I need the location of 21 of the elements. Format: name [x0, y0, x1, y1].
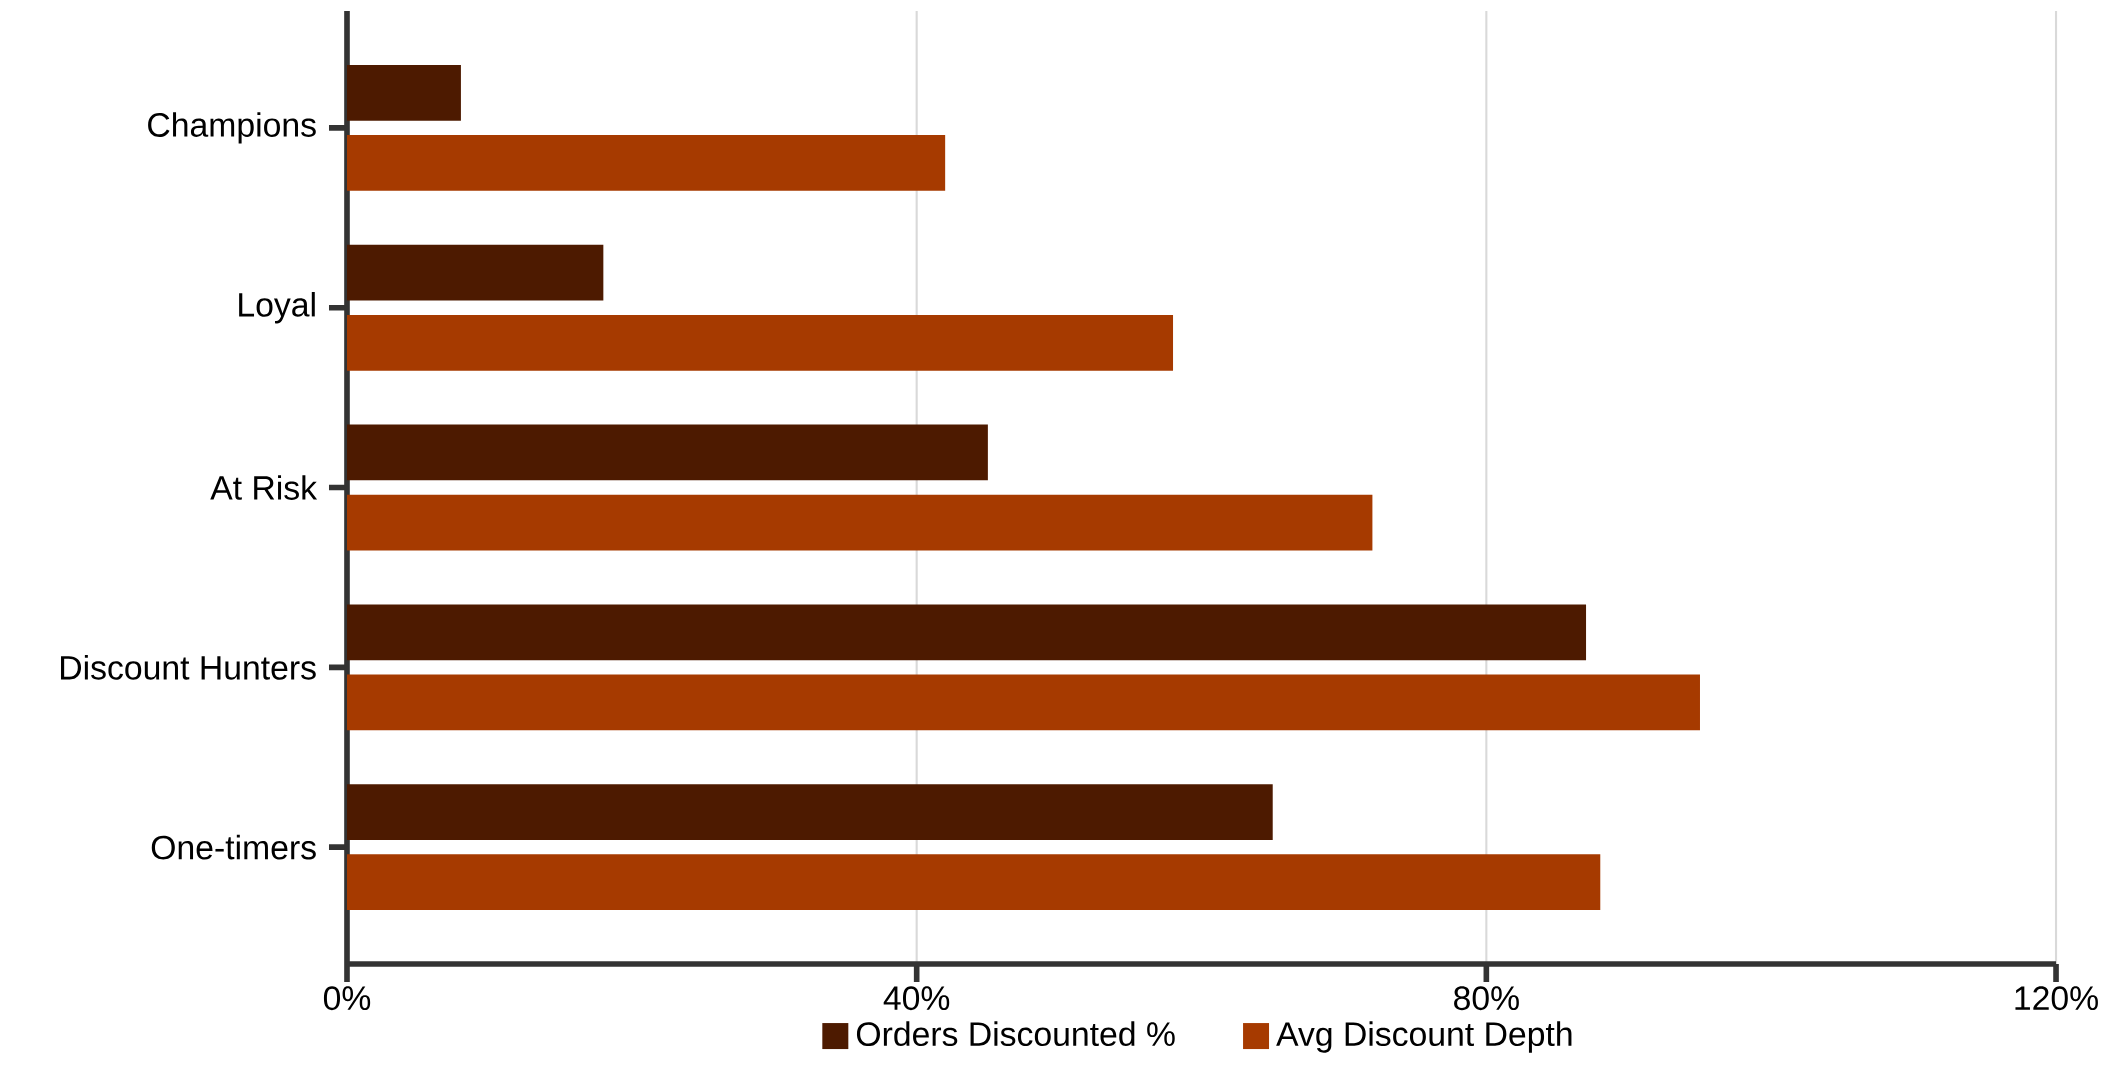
- x-tick-label: 120%: [2015, 986, 2098, 1011]
- x-tick-label: 80%: [1454, 986, 1519, 1011]
- y-tick-label: Discount Hunters: [61, 654, 316, 680]
- legend-label: Avg Discount Depth: [1276, 1021, 1572, 1053]
- bar: [346, 244, 604, 301]
- bar: [346, 854, 1601, 911]
- legend-label: Orders Discounted %: [856, 1021, 1175, 1047]
- bar: [346, 135, 946, 191]
- bar: [346, 64, 461, 121]
- x-tick-label: 40%: [883, 986, 950, 1011]
- y-tick-label: At Risk: [210, 475, 318, 500]
- bar: [346, 424, 988, 481]
- y-tick-label: One-timers: [151, 834, 316, 860]
- y-tick-label: Champions: [148, 112, 316, 144]
- y-tick-label: Loyal: [239, 292, 315, 324]
- bar: [346, 494, 1373, 551]
- x-tick-label: 0%: [323, 986, 371, 1011]
- bar: [346, 674, 1700, 731]
- bar: [346, 604, 1587, 661]
- bar: [346, 314, 1174, 371]
- bar: [346, 784, 1273, 840]
